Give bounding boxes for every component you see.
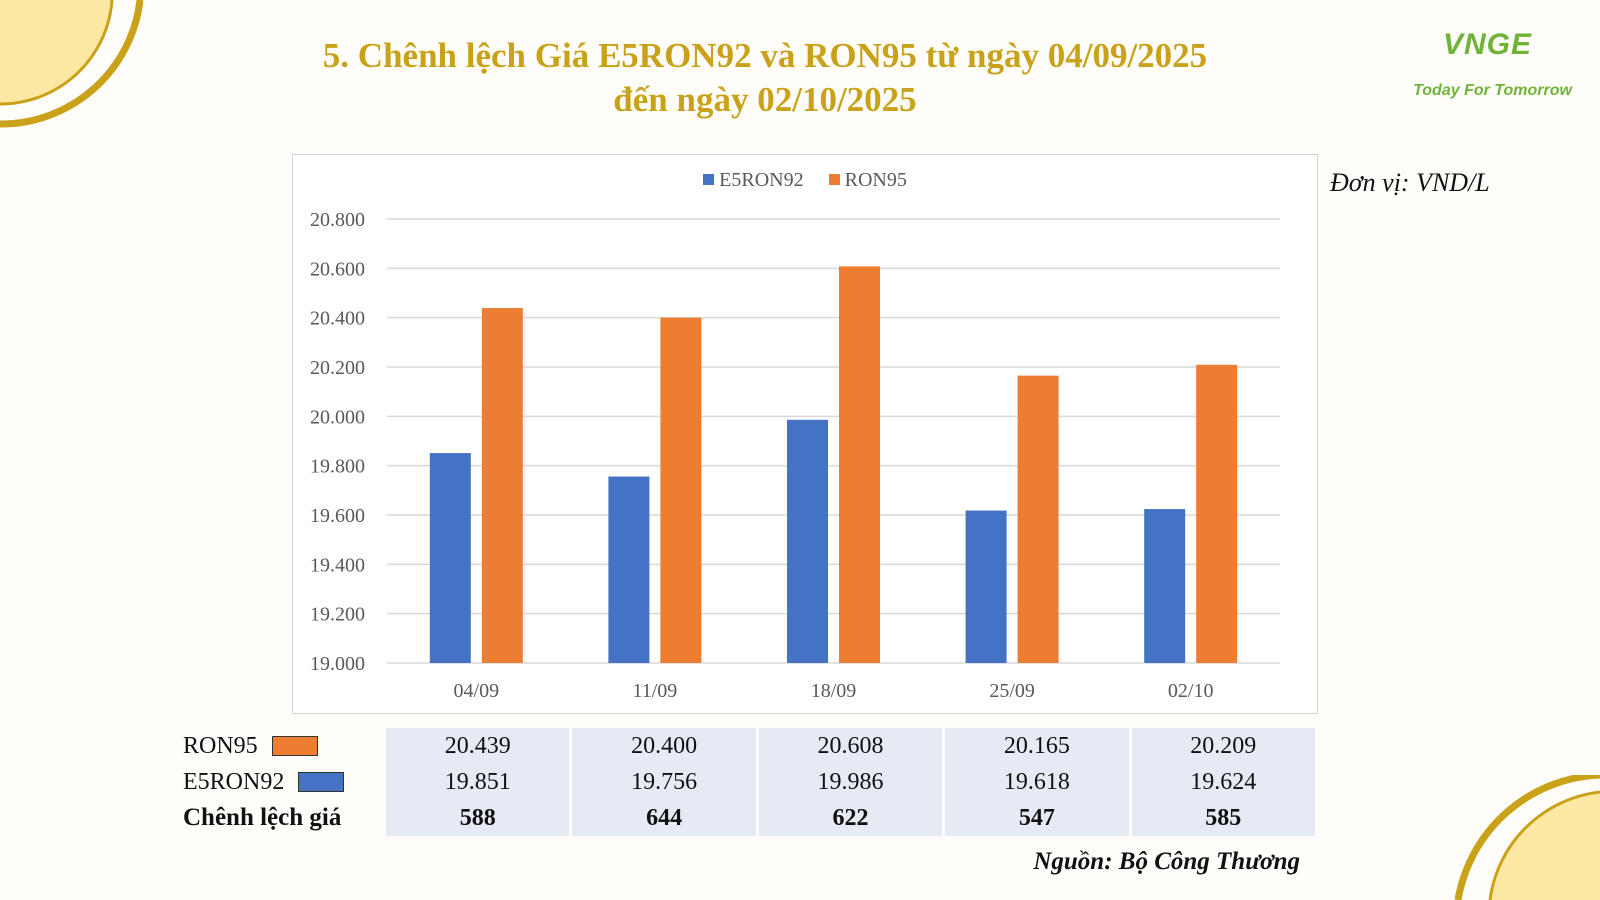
title-line-1: 5. Chênh lệch Giá E5RON92 và RON95 từ ng… <box>322 36 1208 75</box>
table-cell: 20.439 <box>386 728 570 764</box>
row-label-ron95: RON95 <box>183 728 383 764</box>
top-left-corner-decoration <box>0 0 144 128</box>
table-cell: 20.608 <box>758 728 943 764</box>
bar-ron95 <box>481 308 523 663</box>
bar-e5ron92 <box>965 510 1007 663</box>
table-cell: 588 <box>386 800 570 836</box>
bar-ron95 <box>839 266 880 663</box>
table-cell: 20.209 <box>1131 728 1315 764</box>
y-tick-label: 20.600 <box>310 258 365 280</box>
table-cell: 19.618 <box>945 764 1129 800</box>
bar-chart: E5RON92 RON95 19.000 19.200 19.400 19.600 19… <box>292 154 1318 714</box>
table-cell: 19.624 <box>1131 764 1315 800</box>
table-cell: 20.400 <box>572 728 756 764</box>
legend-label-ron95: RON95 <box>844 169 907 191</box>
row-label-price-difference: Chênh lệch giá <box>183 800 383 836</box>
bar-e5ron92 <box>787 419 828 663</box>
y-tick-label: 20.200 <box>310 357 365 379</box>
price-table: RON95 20.439 20.400 20.608 20.165 20.209… <box>180 728 1318 836</box>
legend-label-e5ron92: E5RON92 <box>719 169 804 191</box>
row-label-text: E5RON92 <box>183 768 285 795</box>
table-cell: 19.756 <box>572 764 756 800</box>
y-tick-label: 20.400 <box>310 308 365 330</box>
table-cell: 622 <box>758 800 943 836</box>
legend-item-e5ron92: E5RON92 <box>703 169 804 192</box>
y-tick-label: 19.400 <box>310 554 365 576</box>
bar-e5ron92 <box>1144 509 1186 663</box>
table-cell: 19.986 <box>758 764 943 800</box>
table-cell: 644 <box>572 800 756 836</box>
x-tick-label: 11/09 <box>632 680 677 702</box>
y-tick-label: 19.800 <box>310 456 365 478</box>
x-tick-label: 25/09 <box>989 680 1035 702</box>
row-label-e5ron92: E5RON92 <box>183 764 383 800</box>
x-tick-label: 18/09 <box>811 680 857 702</box>
bar-ron95 <box>1196 364 1238 663</box>
y-tick-label: 19.000 <box>310 653 365 675</box>
row-label-text: RON95 <box>183 732 258 759</box>
unit-label: Đơn vị: VND/L <box>1330 168 1490 197</box>
logo-tagline: Today For Tomorrow <box>1413 82 1572 99</box>
x-tick-label: 02/10 <box>1168 680 1214 702</box>
bar-ron95 <box>1017 375 1059 663</box>
bar-e5ron92 <box>429 453 471 663</box>
y-tick-label: 20.800 <box>310 209 365 231</box>
source-note: Nguồn: Bộ Công Thương <box>1033 848 1300 875</box>
bottom-right-corner-decoration <box>1454 775 1600 900</box>
vnge-logo: VNGE Today For Tomorrow <box>1405 18 1580 108</box>
table-cell: 19.851 <box>386 764 570 800</box>
bar-ron95 <box>660 317 702 663</box>
legend-swatch-e5ron92 <box>703 174 715 185</box>
table-cell: 547 <box>945 800 1129 836</box>
chart-plot: 19.000 19.200 19.400 19.600 19.800 20.000 20.2… <box>310 209 1280 702</box>
y-tick-label: 20.000 <box>310 406 365 428</box>
bar-e5ron92 <box>608 476 650 663</box>
legend-item-ron95: RON95 <box>828 169 907 192</box>
page-title: 5. Chênh lệch Giá E5RON92 và RON95 từ ng… <box>200 34 1330 122</box>
ron95-swatch <box>271 735 318 756</box>
table-row-ron95: RON95 20.439 20.400 20.608 20.165 20.209 <box>183 728 1315 764</box>
table-row-price-difference: Chênh lệch giá 588 644 622 547 585 <box>183 800 1315 836</box>
y-tick-label: 19.200 <box>310 604 365 626</box>
legend-swatch-ron95 <box>828 174 840 185</box>
table-cell: 20.165 <box>945 728 1129 764</box>
x-tick-label: 04/09 <box>454 680 500 702</box>
logo-mark: VNGE <box>1443 28 1533 61</box>
title-line-2: đến ngày 02/10/2025 <box>613 80 917 119</box>
table-cell: 585 <box>1131 800 1315 836</box>
e5ron92-swatch <box>298 771 345 792</box>
chart-legend: E5RON92 RON95 <box>293 169 1317 192</box>
table-row-e5ron92: E5RON92 19.851 19.756 19.986 19.618 19.6… <box>183 764 1315 800</box>
y-tick-label: 19.600 <box>310 505 365 527</box>
